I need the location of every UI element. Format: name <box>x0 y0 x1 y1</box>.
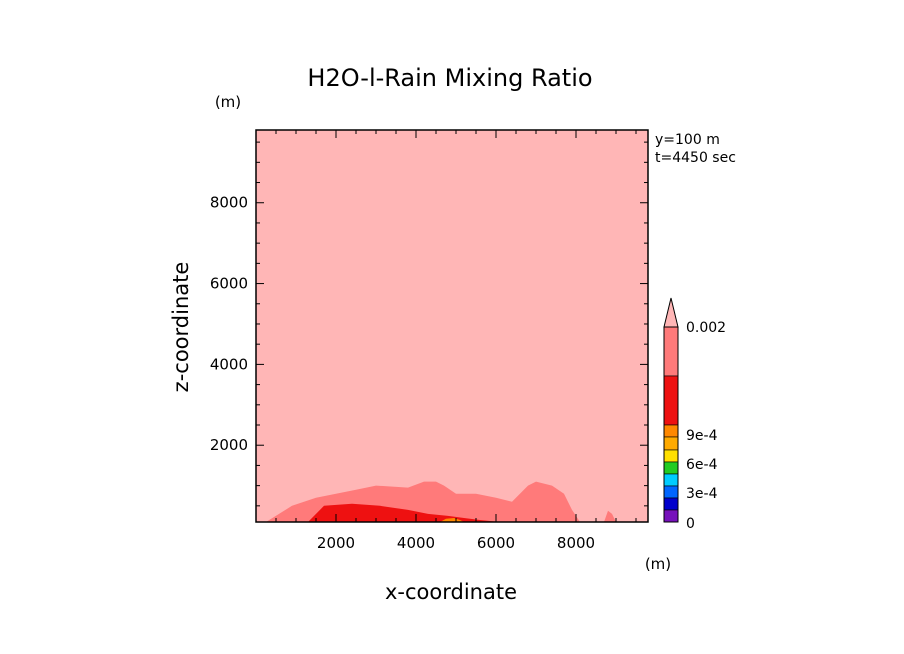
y-tick-label: 6000 <box>210 275 248 293</box>
contour-region-3 <box>604 510 616 522</box>
annotation-y: y=100 m <box>655 132 720 148</box>
x-tick-label: 6000 <box>477 534 515 552</box>
y-tick-label: 8000 <box>210 194 248 212</box>
annotation-t: t=4450 sec <box>655 150 736 166</box>
colorbar-segment <box>663 424 679 438</box>
y-tick-label: 4000 <box>210 355 248 373</box>
y-axis-label: z-coordinate <box>169 262 193 393</box>
y-tick-label: 2000 <box>210 436 248 454</box>
colorbar-label: 9e-4 <box>686 428 718 444</box>
colorbar-segment <box>663 473 679 487</box>
colorbar-segment <box>663 509 679 523</box>
axis-tick-labels: 2000 4000 6000 8000 2000 4000 6000 8000 <box>210 194 595 552</box>
x-tick-label: 2000 <box>317 534 355 552</box>
colorbar-label: 6e-4 <box>686 457 718 473</box>
colorbar-segment <box>663 485 679 499</box>
colorbar-label: 0.002 <box>686 320 726 336</box>
y-unit-label: (m) <box>215 93 241 111</box>
x-tick-label: 4000 <box>397 534 435 552</box>
x-unit-label: (m) <box>645 555 671 573</box>
colorbar-label: 3e-4 <box>686 486 718 502</box>
colorbar-extend-triangle <box>663 297 679 328</box>
colorbar-segment <box>663 326 679 377</box>
contour-region-2 <box>440 518 464 522</box>
plot-frame <box>255 129 649 523</box>
contour-layers <box>266 481 616 522</box>
colorbar-frame <box>663 326 679 523</box>
colorbar-segment <box>663 375 679 426</box>
colorbar-segment <box>663 449 679 463</box>
colorbar-segment <box>663 436 679 451</box>
contour-region-1 <box>308 503 500 522</box>
colorbar <box>663 297 679 523</box>
colorbar-label: 0 <box>686 516 695 532</box>
colorbar-segment <box>663 497 679 511</box>
colorbar-labels: 0.002 9e-4 6e-4 3e-4 0 <box>686 320 726 532</box>
x-axis-label: x-coordinate <box>385 580 517 604</box>
colorbar-segment <box>663 461 679 475</box>
plot-background <box>256 130 648 522</box>
axis-ticks <box>256 130 648 522</box>
x-tick-label: 8000 <box>557 534 595 552</box>
chart-title: H2O-l-Rain Mixing Ratio <box>307 64 592 92</box>
